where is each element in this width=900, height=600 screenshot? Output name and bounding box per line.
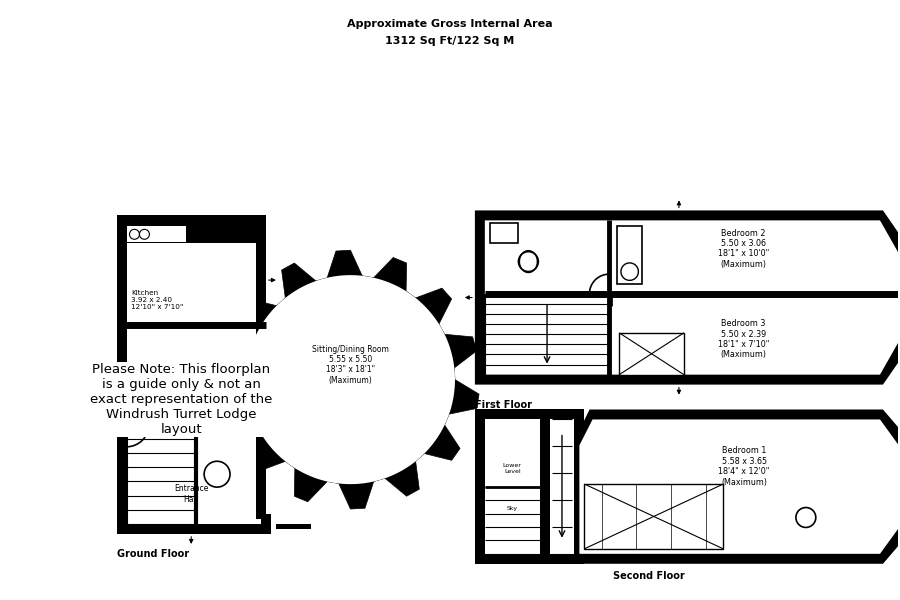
Text: Approximate Gross Internal Area: Approximate Gross Internal Area bbox=[347, 19, 553, 29]
Text: Kitchen
3.92 x 2.40
12'10" x 7'10": Kitchen 3.92 x 2.40 12'10" x 7'10" bbox=[131, 290, 184, 310]
Text: Entrance
Hall: Entrance Hall bbox=[174, 484, 209, 504]
Polygon shape bbox=[246, 275, 455, 484]
Circle shape bbox=[796, 508, 815, 527]
Bar bbox=[485, 419, 540, 554]
Polygon shape bbox=[475, 211, 900, 385]
Text: Bedroom 2
5.50 x 3.06
18'1" x 10'0"
(Maximum): Bedroom 2 5.50 x 3.06 18'1" x 10'0" (Max… bbox=[718, 229, 770, 269]
Text: Sky: Sky bbox=[507, 506, 517, 511]
Text: Bedroom 1
5.58 x 3.65
18'4" x 12'0"
(Maximum): Bedroom 1 5.58 x 3.65 18'4" x 12'0" (Max… bbox=[718, 446, 770, 487]
Polygon shape bbox=[485, 220, 899, 374]
Text: Please Note: This floorplan
is a guide only & not an
exact representation of the: Please Note: This floorplan is a guide o… bbox=[90, 363, 273, 436]
Bar bbox=[275, 524, 310, 529]
Bar bbox=[256, 524, 271, 534]
Bar bbox=[256, 519, 261, 524]
Text: Second Floor: Second Floor bbox=[613, 571, 685, 581]
Bar bbox=[117, 215, 266, 534]
Bar bbox=[241, 245, 256, 255]
Text: Lower
Level: Lower Level bbox=[503, 463, 522, 474]
Bar bbox=[584, 484, 724, 549]
Bar bbox=[256, 514, 271, 524]
Text: 1312 Sq Ft/122 Sq M: 1312 Sq Ft/122 Sq M bbox=[385, 36, 515, 46]
Bar bbox=[540, 409, 584, 564]
Bar bbox=[127, 226, 256, 243]
Circle shape bbox=[518, 251, 538, 272]
Bar bbox=[241, 215, 256, 226]
Polygon shape bbox=[580, 419, 899, 554]
Bar bbox=[246, 226, 256, 245]
Text: First Floor: First Floor bbox=[475, 400, 532, 410]
Text: Ground Floor: Ground Floor bbox=[117, 549, 189, 559]
Text: Sitting/Dining Room
5.55 x 5.50
18'3" x 18'1"
(Maximum): Sitting/Dining Room 5.55 x 5.50 18'3" x … bbox=[312, 344, 389, 385]
Bar bbox=[617, 226, 642, 284]
Bar bbox=[550, 419, 574, 554]
Polygon shape bbox=[222, 250, 479, 509]
Polygon shape bbox=[574, 409, 900, 564]
Bar bbox=[127, 226, 256, 524]
Bar bbox=[475, 409, 550, 564]
Bar bbox=[128, 226, 185, 242]
Text: Bedroom 3
5.50 x 2.39
18'1" x 7'10"
(Maximum): Bedroom 3 5.50 x 2.39 18'1" x 7'10" (Max… bbox=[718, 319, 770, 359]
Circle shape bbox=[140, 229, 149, 239]
Circle shape bbox=[204, 461, 230, 487]
Bar bbox=[490, 223, 518, 243]
Bar bbox=[619, 333, 684, 374]
Circle shape bbox=[130, 229, 140, 239]
